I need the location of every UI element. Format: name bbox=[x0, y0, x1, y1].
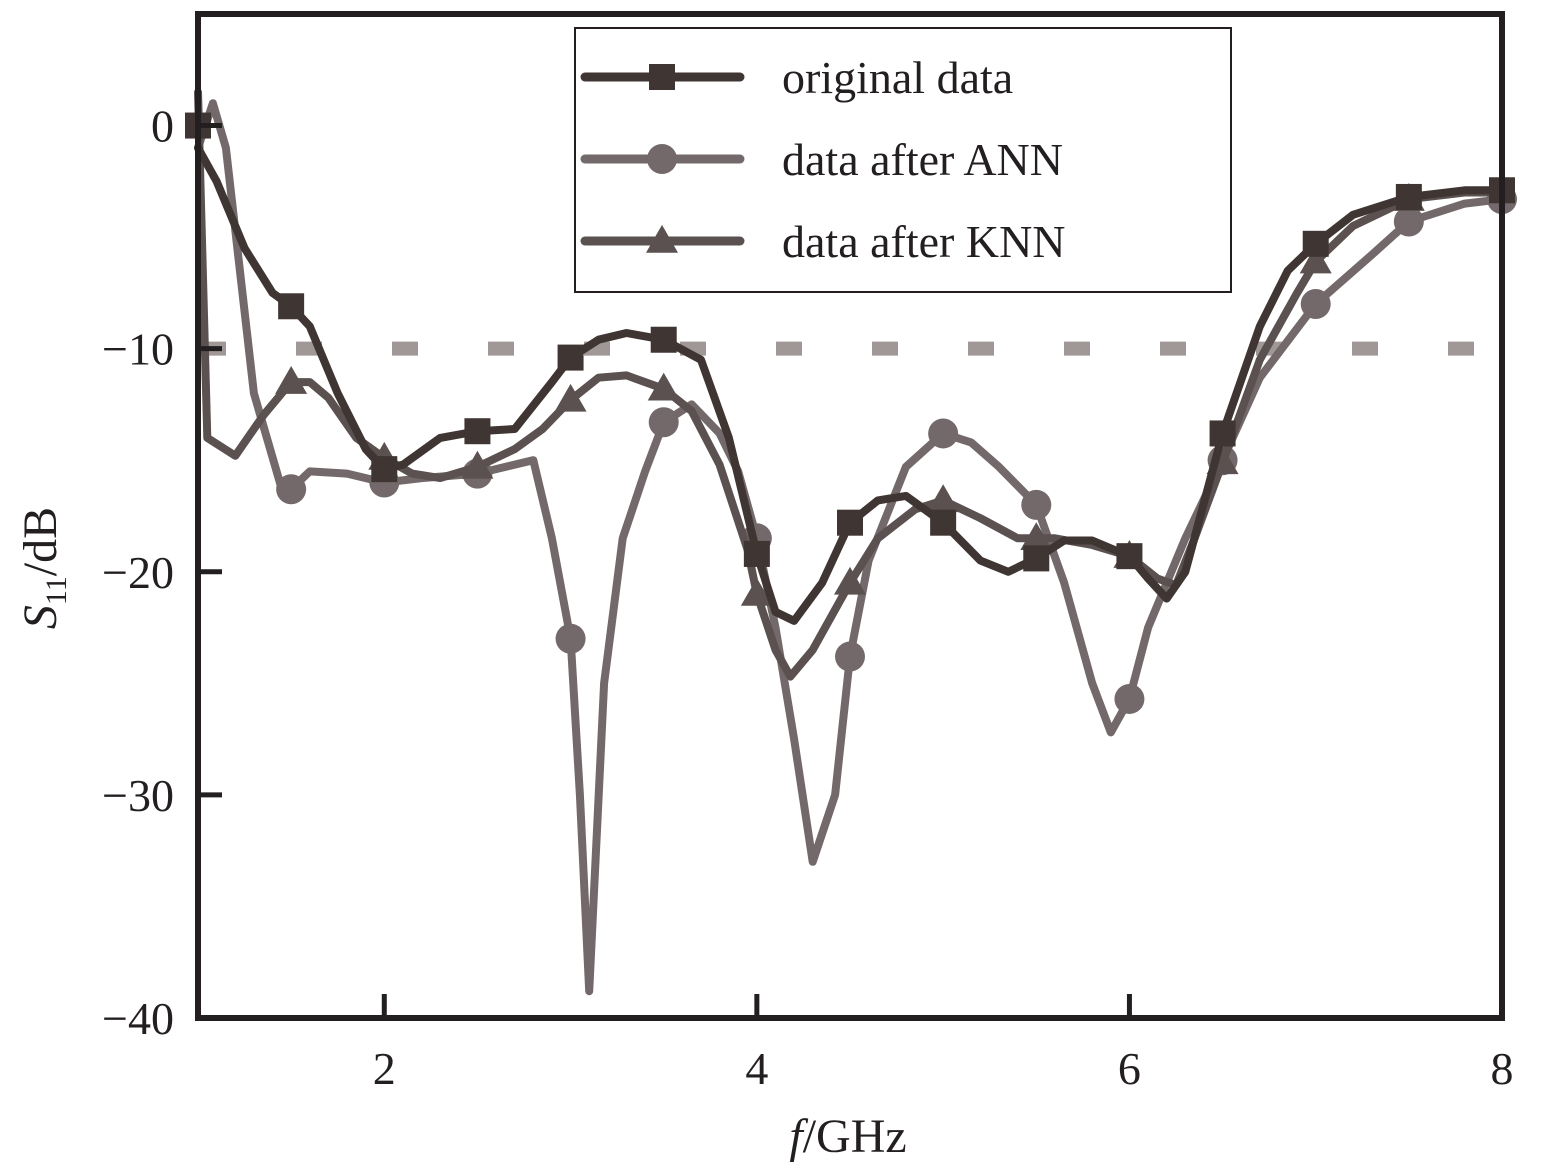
y-tick-label: −40 bbox=[102, 993, 174, 1044]
legend-label: data after KNN bbox=[782, 216, 1066, 267]
data-point bbox=[1020, 522, 1053, 551]
data-point bbox=[648, 407, 679, 438]
legend-entry: data after KNN bbox=[580, 216, 1066, 267]
series-layer bbox=[185, 88, 1517, 996]
y-axis-title: S11/dB bbox=[14, 507, 73, 629]
legend-entry: data after ANN bbox=[580, 134, 1063, 185]
y-axis-title-italic: S bbox=[14, 605, 67, 629]
data-point bbox=[930, 509, 957, 536]
x-tick-label: 8 bbox=[1491, 1043, 1514, 1094]
data-point bbox=[278, 293, 305, 320]
x-tick-label: 6 bbox=[1118, 1043, 1141, 1094]
data-point bbox=[276, 474, 307, 505]
data-point bbox=[647, 372, 680, 401]
legend-swatch-marker bbox=[647, 144, 677, 174]
data-point bbox=[557, 344, 584, 371]
data-point bbox=[740, 577, 773, 606]
series-line bbox=[194, 143, 1506, 625]
data-point bbox=[1300, 289, 1331, 320]
data-point bbox=[1023, 545, 1050, 572]
x-axis-title-rest: /GHz bbox=[803, 1110, 907, 1163]
plot-frame bbox=[195, 11, 1505, 1021]
legend-swatch-marker bbox=[649, 64, 675, 90]
data-point bbox=[835, 641, 865, 672]
data-point bbox=[1209, 420, 1236, 447]
legend-label: original data bbox=[782, 52, 1013, 103]
data-point bbox=[834, 566, 866, 595]
x-tick-label: 4 bbox=[745, 1043, 768, 1094]
x-axis-title: f/GHz bbox=[789, 1110, 906, 1163]
data-point bbox=[1114, 683, 1145, 714]
data-point bbox=[1393, 206, 1424, 237]
data-point bbox=[1395, 183, 1422, 210]
y-tick-label: 0 bbox=[151, 101, 174, 152]
y-tick-label: −10 bbox=[102, 324, 174, 375]
legend-entry: original data bbox=[580, 52, 1013, 103]
data-point bbox=[275, 366, 308, 394]
y-axis-title-subscript: 11 bbox=[40, 576, 73, 605]
data-point bbox=[461, 450, 494, 479]
data-point bbox=[743, 540, 770, 567]
data-point bbox=[927, 484, 960, 513]
data-point bbox=[555, 623, 586, 654]
data-point bbox=[554, 383, 587, 412]
data-point bbox=[928, 418, 959, 449]
legend: original data data after ANN data after KN… bbox=[574, 27, 1232, 293]
data-point bbox=[464, 418, 491, 445]
legend-items: original data data after ANN data after KN… bbox=[580, 52, 1066, 267]
data-point bbox=[1299, 245, 1332, 274]
data-point bbox=[837, 509, 863, 536]
y-tick-label: −30 bbox=[102, 770, 174, 821]
data-point bbox=[1302, 230, 1329, 257]
y-axis-title-rest: /dB bbox=[14, 507, 67, 576]
data-point bbox=[371, 456, 398, 483]
legend-label: data after ANN bbox=[782, 134, 1063, 185]
y-tick-label: −20 bbox=[102, 547, 174, 598]
data-point bbox=[1116, 543, 1143, 570]
data-point bbox=[1021, 489, 1052, 520]
tick-layer: 2 4 6 8 0 −10 −20 −30 −40 bbox=[102, 101, 1513, 1094]
legend-swatch-marker bbox=[646, 224, 678, 253]
x-tick-label: 2 bbox=[373, 1043, 396, 1094]
data-point bbox=[650, 326, 677, 353]
